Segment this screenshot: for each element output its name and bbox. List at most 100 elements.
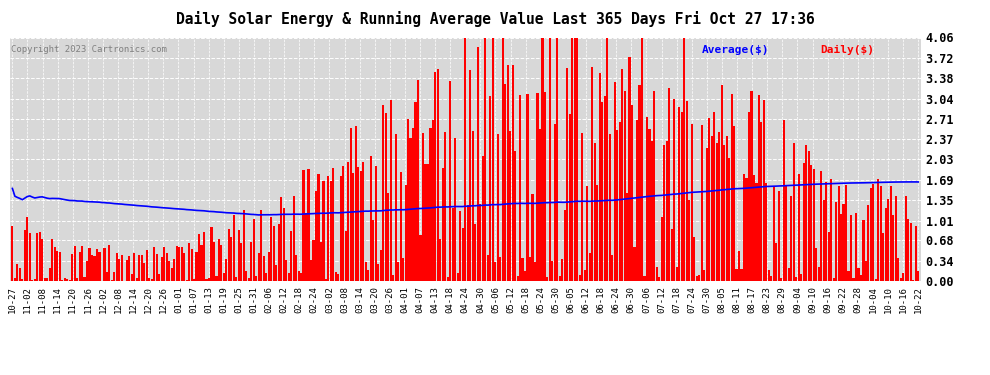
Bar <box>374 166 377 281</box>
Bar <box>502 35 504 281</box>
Bar <box>768 270 770 281</box>
Bar <box>696 276 698 281</box>
Bar <box>392 275 394 281</box>
Bar <box>558 276 561 281</box>
Bar <box>648 129 650 281</box>
Bar <box>820 171 823 281</box>
Bar <box>581 134 583 281</box>
Bar <box>282 207 285 281</box>
Bar <box>213 242 215 281</box>
Bar <box>193 279 195 281</box>
Bar <box>262 256 264 281</box>
Bar <box>522 258 524 281</box>
Bar <box>862 220 864 281</box>
Bar <box>165 254 167 281</box>
Bar <box>758 94 760 281</box>
Bar <box>51 238 53 281</box>
Bar <box>681 112 683 281</box>
Bar <box>412 128 414 281</box>
Bar <box>907 219 910 281</box>
Bar <box>604 96 606 281</box>
Bar <box>701 125 703 281</box>
Bar <box>519 95 521 281</box>
Bar <box>461 228 464 281</box>
Bar <box>238 230 240 281</box>
Bar <box>855 213 857 281</box>
Bar <box>379 250 382 281</box>
Bar <box>875 279 877 281</box>
Bar <box>639 86 641 281</box>
Bar <box>200 245 203 281</box>
Bar <box>160 257 162 281</box>
Bar <box>780 278 782 281</box>
Bar <box>795 278 797 281</box>
Bar <box>529 256 531 281</box>
Bar <box>902 273 904 281</box>
Bar <box>81 246 83 281</box>
Bar <box>661 217 663 281</box>
Bar <box>870 188 872 281</box>
Bar <box>763 100 765 281</box>
Bar <box>116 253 118 281</box>
Bar <box>66 279 68 281</box>
Bar <box>561 259 563 281</box>
Bar <box>343 166 345 281</box>
Bar <box>68 280 70 281</box>
Bar <box>19 268 21 281</box>
Bar <box>539 129 541 281</box>
Text: Average($): Average($) <box>702 45 769 55</box>
Bar <box>397 262 399 281</box>
Bar <box>563 210 566 281</box>
Bar <box>688 200 690 281</box>
Bar <box>842 204 844 281</box>
Bar <box>711 136 713 281</box>
Bar <box>673 99 675 281</box>
Bar <box>27 217 29 281</box>
Bar <box>384 113 387 281</box>
Bar <box>721 85 723 281</box>
Bar <box>507 65 509 281</box>
Bar <box>24 230 26 281</box>
Bar <box>310 260 312 281</box>
Bar <box>226 259 228 281</box>
Bar <box>446 277 448 281</box>
Bar <box>420 235 422 281</box>
Bar <box>425 164 427 281</box>
Bar <box>427 164 429 281</box>
Bar <box>915 226 917 281</box>
Bar <box>203 232 205 281</box>
Bar <box>634 247 636 281</box>
Bar <box>233 215 235 281</box>
Bar <box>359 171 361 281</box>
Bar <box>624 90 626 281</box>
Bar <box>813 169 815 281</box>
Bar <box>810 165 812 281</box>
Bar <box>747 112 750 281</box>
Bar <box>208 278 210 281</box>
Bar <box>71 254 73 281</box>
Bar <box>417 80 419 281</box>
Bar <box>753 175 755 281</box>
Bar <box>260 210 262 281</box>
Bar <box>708 117 710 281</box>
Bar <box>469 70 471 281</box>
Bar <box>803 163 805 281</box>
Bar <box>449 81 451 281</box>
Bar <box>255 276 257 281</box>
Bar <box>252 219 254 281</box>
Bar <box>34 279 36 281</box>
Bar <box>718 132 720 281</box>
Bar <box>897 258 899 281</box>
Bar <box>300 273 302 281</box>
Bar <box>430 128 432 281</box>
Bar <box>91 255 93 281</box>
Bar <box>497 134 499 281</box>
Bar <box>349 128 351 281</box>
Bar <box>103 248 106 281</box>
Bar <box>170 268 172 281</box>
Bar <box>16 264 19 281</box>
Bar <box>877 179 879 281</box>
Bar <box>175 246 177 281</box>
Bar <box>728 158 731 281</box>
Bar <box>328 176 330 281</box>
